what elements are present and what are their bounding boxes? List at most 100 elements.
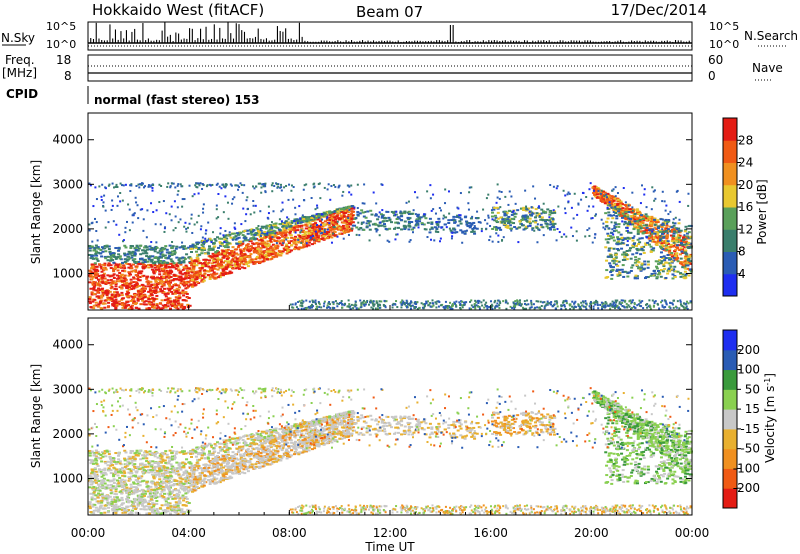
power-cell xyxy=(227,272,231,275)
power-cell xyxy=(130,270,134,273)
power-cell xyxy=(616,264,620,267)
power-cell xyxy=(177,268,181,271)
power-cell xyxy=(372,300,375,303)
power-cell xyxy=(681,304,684,307)
power-cell xyxy=(461,306,464,309)
power-cell xyxy=(198,273,202,276)
power-cell xyxy=(672,227,676,230)
power-cell xyxy=(130,288,134,291)
power-cell xyxy=(120,291,124,294)
power-cell xyxy=(332,303,335,306)
power-cell xyxy=(139,262,143,265)
power-cell xyxy=(135,265,139,268)
power-cell xyxy=(293,226,297,229)
power-cell xyxy=(684,276,688,279)
power-cell xyxy=(681,236,685,239)
power-cell xyxy=(662,236,666,239)
power-cell xyxy=(540,305,543,308)
power-cell xyxy=(208,247,212,250)
power-cell xyxy=(348,303,351,306)
power-cell xyxy=(243,239,247,242)
power-cell xyxy=(189,283,193,286)
power-cell xyxy=(654,235,658,238)
power-cell xyxy=(638,237,642,240)
power-cell xyxy=(499,302,502,305)
power-cell xyxy=(409,302,412,305)
power-cell xyxy=(297,241,301,244)
power-cell xyxy=(400,228,404,231)
power-cell xyxy=(493,219,497,222)
power-cell xyxy=(664,300,667,303)
power-cell xyxy=(682,276,686,279)
power-cell xyxy=(127,266,131,269)
power-cell xyxy=(609,254,613,257)
power-cell xyxy=(178,279,182,282)
power-cell xyxy=(380,224,384,227)
power-cell xyxy=(618,301,621,304)
power-cell xyxy=(262,237,266,240)
power-cell xyxy=(671,238,675,241)
power-cell xyxy=(668,264,672,267)
power-cell xyxy=(148,245,152,248)
power-cell xyxy=(293,235,297,238)
power-cell xyxy=(671,245,675,248)
power-cell xyxy=(339,207,343,210)
power-cell xyxy=(108,250,112,253)
power-cell xyxy=(610,232,614,235)
power-cell xyxy=(501,220,505,223)
power-cell xyxy=(179,263,183,266)
power-cell xyxy=(688,255,692,258)
power-cell xyxy=(317,239,321,242)
power-cell xyxy=(215,250,219,253)
power-cell xyxy=(165,275,169,278)
power-cell xyxy=(103,277,107,280)
power-cell xyxy=(232,236,236,239)
power-cell xyxy=(353,217,357,220)
power-cell xyxy=(111,282,115,285)
power-cell xyxy=(220,272,224,275)
power-cell xyxy=(523,302,526,305)
power-cell xyxy=(674,270,678,273)
power-cell xyxy=(620,247,624,250)
power-cell xyxy=(192,263,196,266)
power-cell xyxy=(414,300,417,303)
power-cell xyxy=(422,214,426,217)
power-cell xyxy=(326,306,329,309)
power-cell xyxy=(164,272,168,275)
power-cell xyxy=(252,236,256,239)
power-cell xyxy=(144,245,148,248)
power-cell xyxy=(395,218,399,221)
power-cell xyxy=(91,265,95,268)
power-cell xyxy=(204,265,208,268)
power-cell xyxy=(598,195,602,198)
power-cell xyxy=(679,275,683,278)
power-cell xyxy=(359,226,363,229)
power-cell xyxy=(612,239,616,242)
power-cell xyxy=(210,275,214,278)
power-cell xyxy=(160,285,164,288)
freq-tick-bottom: 8 xyxy=(64,69,72,83)
power-cell xyxy=(670,251,674,254)
power-cell xyxy=(91,271,95,274)
power-cell xyxy=(635,247,639,250)
power-cell xyxy=(664,240,668,243)
power-cell xyxy=(612,262,616,265)
power-cell xyxy=(238,258,242,261)
power-cell xyxy=(652,236,656,239)
power-cell xyxy=(233,232,237,235)
power-cell xyxy=(642,251,646,254)
power-cell xyxy=(125,286,129,289)
power-cell xyxy=(120,294,124,297)
power-cell xyxy=(145,255,149,258)
power-cell xyxy=(103,255,107,258)
power-cell xyxy=(220,260,224,263)
power-cell xyxy=(163,287,167,290)
power-cell xyxy=(222,269,226,272)
power-cell xyxy=(617,210,621,213)
power-cell xyxy=(522,209,526,212)
power-cell xyxy=(192,266,196,269)
power-cell xyxy=(325,236,329,239)
power-cell xyxy=(374,307,377,310)
power-cell xyxy=(463,232,467,235)
power-cell xyxy=(679,229,683,232)
